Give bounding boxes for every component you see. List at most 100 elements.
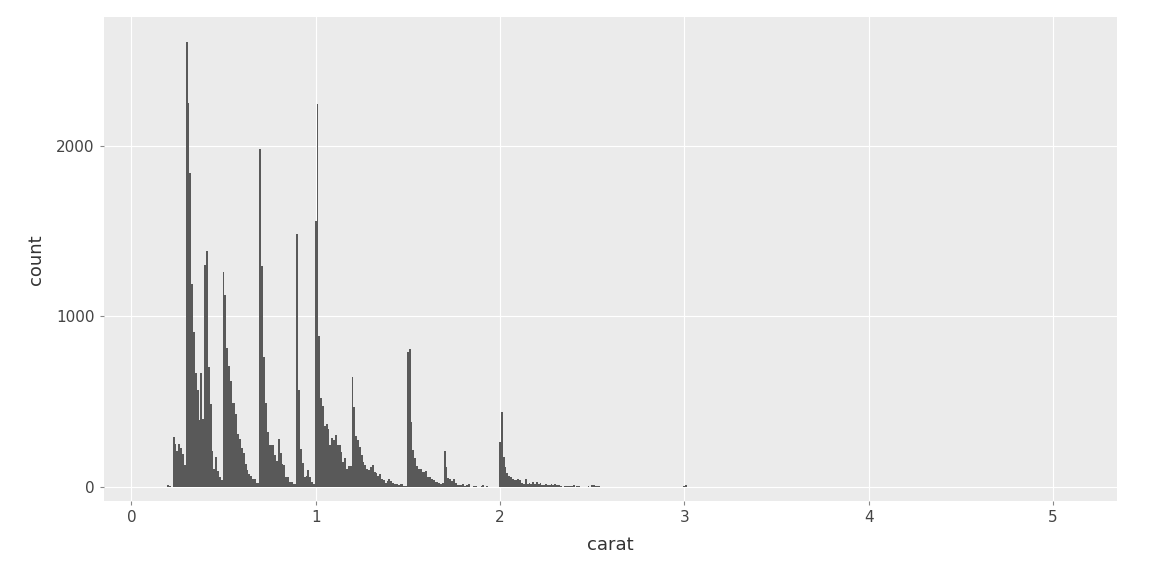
Bar: [302, 463, 304, 487]
Bar: [173, 437, 175, 487]
Bar: [438, 483, 440, 487]
Bar: [418, 469, 419, 487]
Bar: [215, 457, 217, 487]
Bar: [250, 476, 252, 487]
Bar: [324, 426, 326, 487]
Bar: [483, 486, 484, 487]
Bar: [188, 103, 189, 487]
Bar: [290, 482, 293, 487]
Bar: [409, 350, 410, 487]
Bar: [249, 474, 250, 487]
Bar: [406, 486, 407, 487]
Bar: [234, 403, 235, 487]
Bar: [206, 251, 207, 487]
Bar: [407, 352, 409, 487]
Bar: [175, 444, 176, 487]
Bar: [685, 485, 687, 487]
Bar: [378, 476, 379, 487]
Bar: [296, 233, 298, 487]
Bar: [444, 450, 446, 487]
Bar: [545, 484, 547, 487]
Bar: [437, 482, 438, 487]
Bar: [200, 373, 203, 487]
Bar: [442, 483, 444, 487]
Bar: [197, 389, 198, 487]
Bar: [567, 486, 569, 487]
Bar: [548, 486, 551, 487]
Bar: [453, 479, 455, 487]
Bar: [544, 485, 545, 487]
Bar: [329, 445, 332, 487]
Bar: [541, 485, 544, 487]
Bar: [252, 479, 253, 487]
Bar: [458, 486, 461, 487]
Bar: [427, 476, 429, 487]
Bar: [593, 484, 594, 487]
Bar: [422, 472, 424, 487]
Bar: [268, 445, 271, 487]
Bar: [198, 420, 200, 487]
Bar: [272, 445, 274, 487]
Bar: [560, 486, 562, 487]
Bar: [286, 476, 287, 487]
Bar: [507, 473, 508, 487]
Bar: [480, 486, 483, 487]
Bar: [276, 461, 278, 487]
Bar: [185, 42, 188, 487]
Bar: [535, 484, 536, 487]
Bar: [219, 477, 221, 487]
Bar: [571, 486, 573, 487]
Bar: [588, 486, 590, 487]
Bar: [313, 483, 314, 487]
Bar: [440, 484, 442, 487]
Bar: [287, 477, 289, 487]
Bar: [538, 483, 539, 487]
Bar: [416, 466, 418, 487]
Bar: [210, 404, 212, 487]
Bar: [298, 390, 300, 487]
Bar: [461, 485, 462, 487]
Bar: [339, 445, 341, 487]
Bar: [247, 470, 249, 487]
Bar: [221, 480, 222, 487]
Bar: [473, 486, 475, 487]
Bar: [222, 272, 225, 487]
Bar: [447, 478, 449, 487]
Bar: [274, 456, 276, 487]
Bar: [336, 445, 339, 487]
Bar: [305, 476, 308, 487]
Bar: [449, 479, 452, 487]
Bar: [295, 484, 296, 487]
Bar: [314, 221, 317, 487]
Bar: [539, 483, 541, 487]
Bar: [308, 470, 309, 487]
Bar: [195, 373, 197, 487]
Bar: [217, 471, 219, 487]
Bar: [259, 149, 262, 487]
Bar: [475, 486, 477, 487]
Bar: [566, 486, 567, 487]
Bar: [346, 469, 348, 487]
Bar: [424, 472, 425, 487]
Bar: [179, 444, 180, 487]
Bar: [400, 484, 401, 487]
Bar: [529, 483, 530, 487]
Bar: [203, 419, 204, 487]
Bar: [241, 449, 243, 487]
Bar: [169, 486, 170, 487]
Bar: [244, 464, 247, 487]
Bar: [530, 484, 532, 487]
Bar: [594, 486, 597, 487]
Bar: [189, 173, 191, 487]
Bar: [258, 483, 259, 487]
Bar: [228, 366, 230, 487]
Bar: [281, 464, 283, 487]
Bar: [293, 483, 295, 487]
Bar: [486, 486, 488, 487]
Bar: [373, 472, 376, 487]
Bar: [553, 484, 554, 487]
Bar: [182, 453, 184, 487]
Bar: [225, 295, 226, 487]
Bar: [253, 479, 256, 487]
Bar: [396, 484, 397, 487]
